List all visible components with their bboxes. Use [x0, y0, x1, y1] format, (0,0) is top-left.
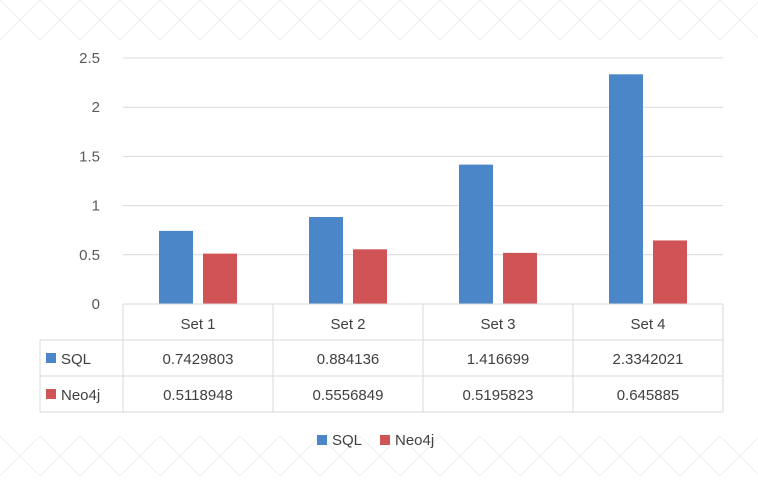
- bar-sql-3: [459, 164, 493, 304]
- legend-entry-sql: SQL: [332, 432, 362, 449]
- pattern-line: [479, 0, 521, 41]
- category-label: Set 2: [330, 316, 365, 333]
- pattern-line: [519, 0, 561, 41]
- y-axis-ticks: 0 0.5 1 1.5 2 2.5: [79, 50, 100, 313]
- pattern-line: [319, 435, 361, 477]
- y-tick-label: 0: [92, 296, 100, 313]
- pattern-line: [719, 1, 758, 41]
- bar-sql-2: [309, 217, 343, 304]
- pattern-line: [639, 0, 681, 41]
- row-key-neo4j: [46, 389, 56, 399]
- pattern-line: [0, 0, 41, 41]
- legend-key-sql: [317, 435, 327, 445]
- bar-neo4j-4: [653, 240, 687, 304]
- pattern-line: [239, 0, 281, 41]
- legend-entry-neo4j: Neo4j: [395, 432, 434, 449]
- y-tick-label: 1: [92, 198, 100, 215]
- data-label-sql-3: 1.416699: [467, 351, 530, 368]
- pattern-line: [279, 0, 321, 41]
- pattern-line: [399, 0, 441, 41]
- pattern-line: [39, 0, 81, 41]
- pattern-line: [439, 0, 481, 41]
- row-label-neo4j: Neo4j: [61, 387, 100, 404]
- bar-neo4j-1: [203, 253, 237, 304]
- data-label-sql-4: 2.3342021: [613, 351, 684, 368]
- data-label-neo4j-4: 0.645885: [617, 387, 680, 404]
- pattern-line: [599, 0, 641, 41]
- pattern-line: [479, 435, 521, 477]
- category-label: Set 1: [180, 316, 215, 333]
- pattern-line: [599, 435, 641, 477]
- pattern-line: [279, 435, 321, 477]
- pattern-line: [679, 435, 721, 477]
- pattern-line: [319, 0, 361, 41]
- row-key-sql: [46, 353, 56, 363]
- pattern-line: [719, 437, 758, 477]
- legend-key-neo4j: [380, 435, 390, 445]
- pattern-line: [159, 435, 201, 477]
- bar-neo4j-2: [353, 249, 387, 304]
- pattern-line: [79, 0, 121, 41]
- pattern-line: [639, 435, 681, 477]
- data-label-neo4j-2: 0.5556849: [313, 387, 384, 404]
- y-tick-label: 2.5: [79, 50, 100, 67]
- data-table: Set 1 Set 2 Set 3 Set 4 SQL 0.7429803 0.884136…: [39, 303, 724, 413]
- data-label-sql-2: 0.884136: [317, 351, 380, 368]
- pattern-line: [359, 0, 401, 41]
- category-label: Set 4: [630, 316, 665, 333]
- pattern-line: [439, 435, 481, 477]
- pattern-line: [199, 0, 241, 41]
- pattern-line: [199, 435, 241, 477]
- pattern-line: [39, 435, 81, 477]
- bars: [159, 74, 687, 304]
- bar-neo4j-3: [503, 252, 537, 304]
- data-label-neo4j-3: 0.5195823: [463, 387, 534, 404]
- pattern-line: [119, 0, 161, 41]
- pattern-line: [0, 435, 41, 477]
- pattern-line: [119, 435, 161, 477]
- y-tick-label: 2: [92, 99, 100, 116]
- pattern-line: [399, 435, 441, 477]
- data-label-neo4j-1: 0.5118948: [163, 387, 233, 404]
- legend: SQL Neo4j: [317, 432, 434, 449]
- pattern-line: [679, 0, 721, 41]
- y-tick-label: 0.5: [79, 247, 100, 264]
- bar-sql-4: [609, 74, 643, 304]
- pattern-line: [359, 435, 401, 477]
- data-label-sql-1: 0.7429803: [163, 351, 234, 368]
- pattern-line: [559, 0, 601, 41]
- pattern-line: [239, 435, 281, 477]
- y-tick-label: 1.5: [79, 148, 100, 165]
- pattern-line: [559, 435, 601, 477]
- row-label-sql: SQL: [61, 351, 91, 368]
- bar-sql-1: [159, 230, 193, 304]
- pattern-line: [159, 0, 201, 41]
- category-label: Set 3: [480, 316, 515, 333]
- pattern-line: [519, 435, 561, 477]
- pattern-line: [79, 435, 121, 477]
